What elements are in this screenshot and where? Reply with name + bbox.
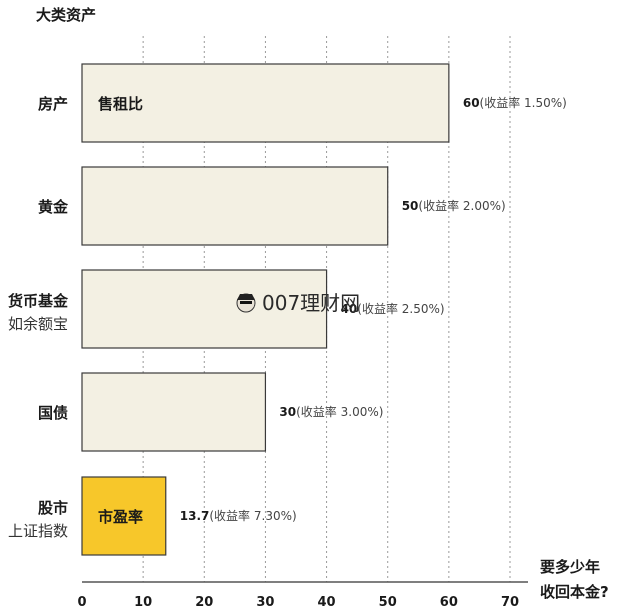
in-bar-label: 售租比 [98,95,143,113]
category-label: 房产 [38,95,68,113]
data-label: 13.7(收益率 7.30%) [180,508,297,523]
in-bar-label: 市盈率 [98,508,143,526]
category-sublabel: 如余额宝 [8,315,68,333]
data-label: 30(收益率 3.00%) [279,404,383,419]
x-tick-label: 50 [379,595,397,610]
data-label-yield: (收益率 7.30%) [209,508,296,523]
data-label: 50(收益率 2.00%) [402,198,506,213]
x-axis-title-line2: 收回本金? [540,583,609,601]
data-label-yield: (收益率 1.50%) [480,95,567,110]
category-sublabel: 上证指数 [8,522,68,540]
bar-1 [81,63,450,143]
x-tick-labels: 0 10 20 30 40 50 60 70 [77,595,519,610]
data-label-yield: (收益率 3.00%) [296,404,383,419]
category-label: 股市 [38,499,68,517]
data-label-yield: (收益率 2.50%) [357,301,444,316]
y-axis-title: 大类资产 [36,6,96,24]
x-tick-label: 60 [440,595,458,610]
data-label-yield: (收益率 2.00%) [418,198,505,213]
data-label: 40(收益率 2.50%) [341,301,445,316]
data-labels: 60(收益率 1.50%) 50(收益率 2.00%) 40(收益率 2.50%) 3… [180,95,567,523]
data-label-value: 13.7 [180,509,210,523]
watermark-glasses [240,301,252,304]
bar-4 [81,372,267,452]
data-label-value: 50 [402,199,419,213]
watermark-text: 007理财网 [262,291,360,315]
x-tick-label: 0 [77,595,86,610]
category-label: 黄金 [38,198,69,216]
bar-5 [81,476,167,556]
data-label-value: 40 [341,302,358,316]
data-label: 60(收益率 1.50%) [463,95,567,110]
data-label-value: 60 [463,96,480,110]
x-tick-label: 30 [256,595,274,610]
x-tick-label: 20 [195,595,213,610]
x-tick-label: 10 [134,595,152,610]
x-axis-title-line1: 要多少年 [540,558,600,576]
watermark-hat [237,294,255,300]
bar-3 [81,269,328,349]
category-label: 国债 [38,404,68,422]
category-label: 货币基金 [8,292,69,310]
x-tick-label: 70 [501,595,519,610]
x-tick-label: 40 [318,595,336,610]
watermark: 007理财网 [236,291,360,315]
data-label-value: 30 [279,405,296,419]
watermark-logo-icon [236,293,256,313]
bar-2 [81,166,389,246]
